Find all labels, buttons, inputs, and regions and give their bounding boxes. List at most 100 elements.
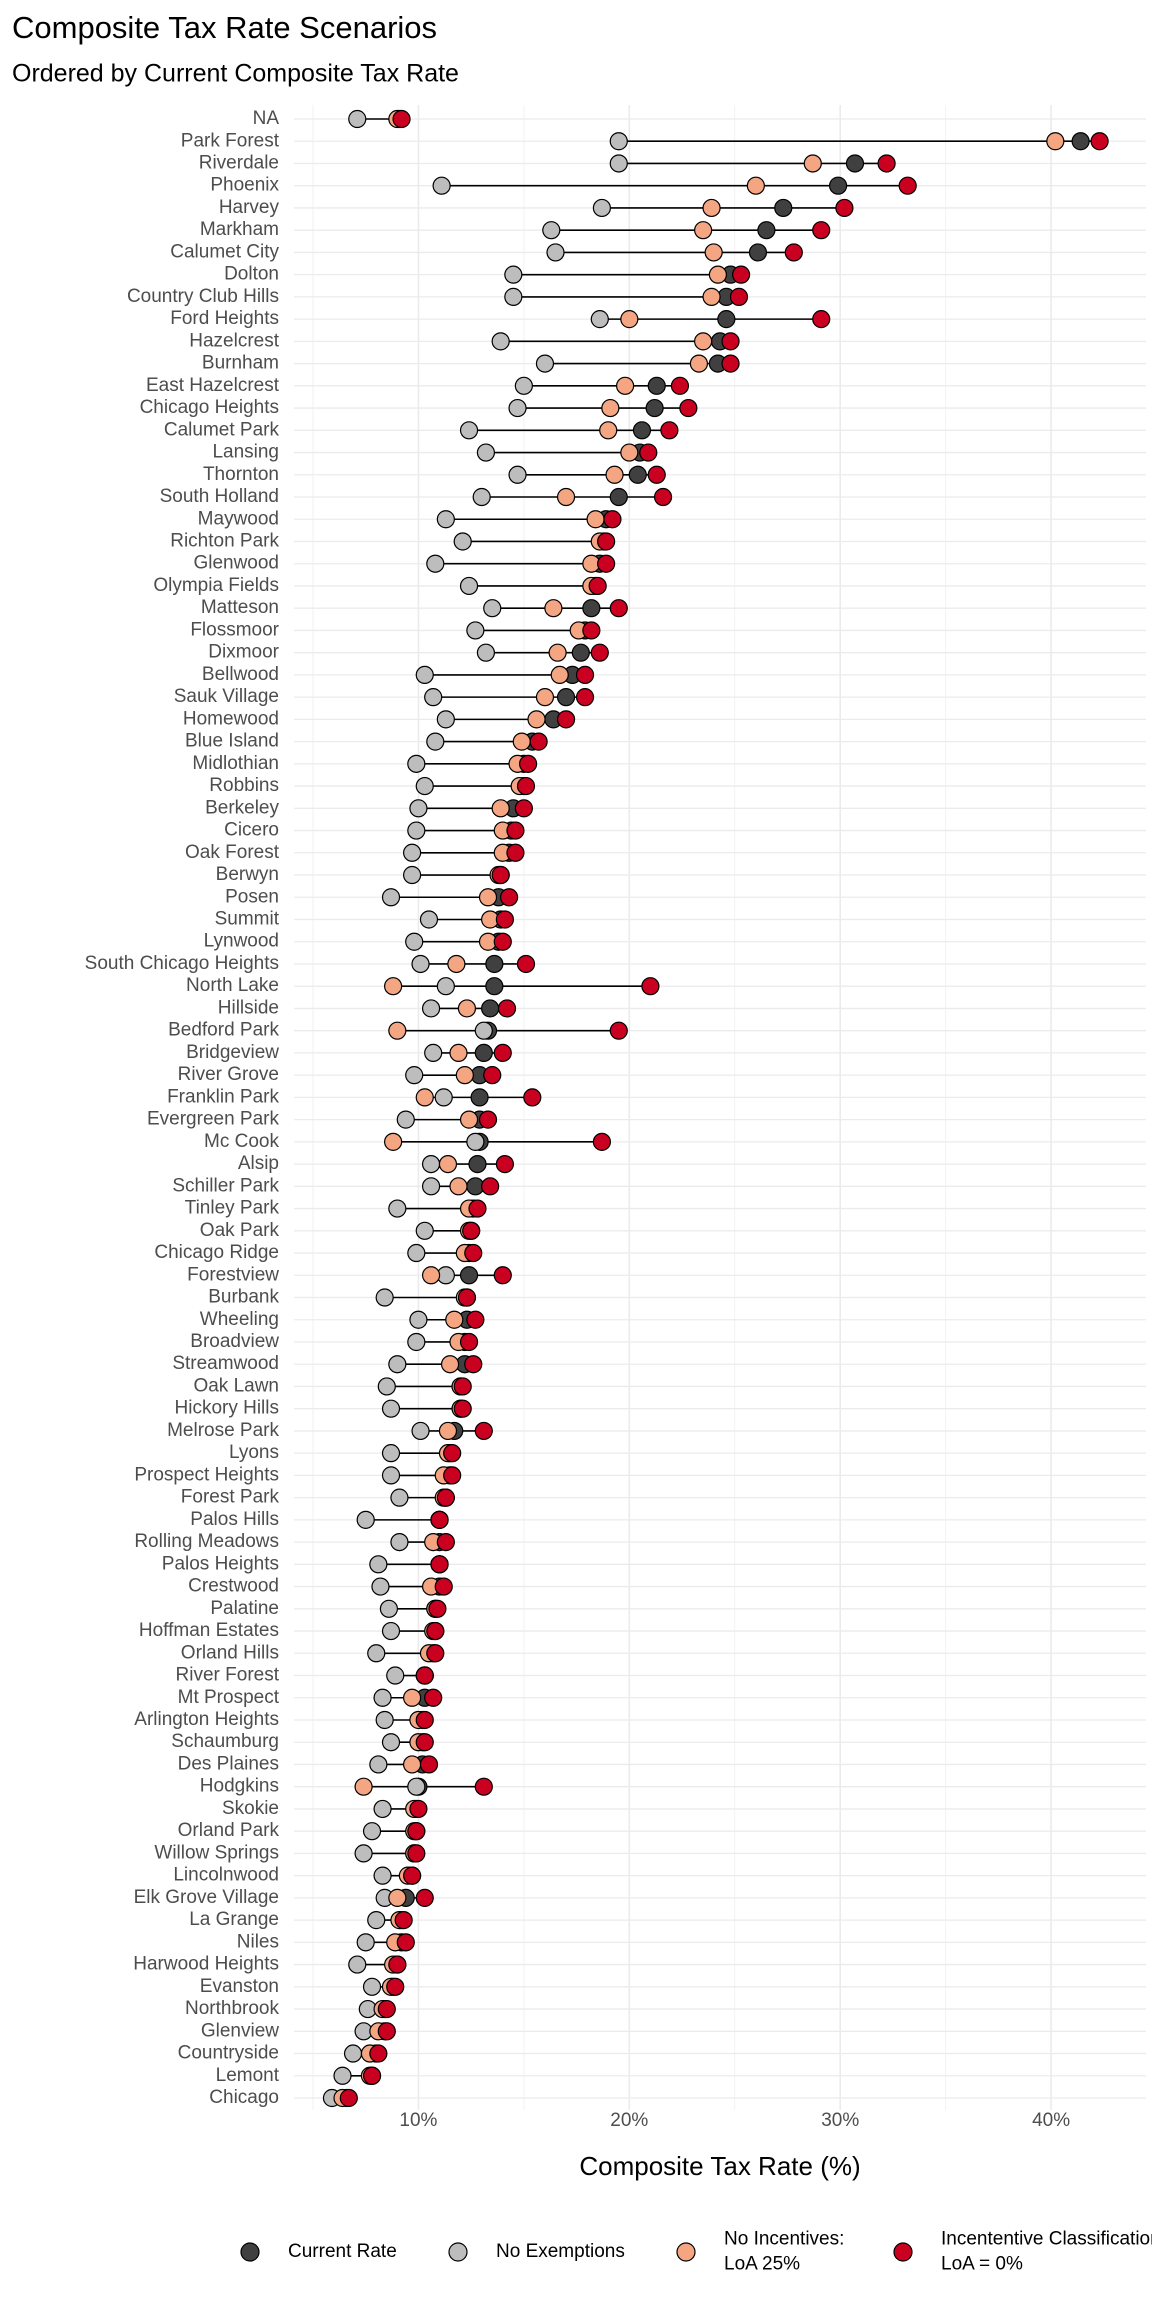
dot	[419, 910, 439, 929]
dot	[845, 154, 865, 173]
y-tick-label: Oak Lawn	[193, 1375, 279, 1396]
dot	[415, 1088, 434, 1107]
dot	[609, 599, 628, 618]
y-tick-label: Niles	[237, 1931, 279, 1952]
dot	[402, 1688, 422, 1707]
dot	[582, 599, 601, 618]
dot	[1071, 132, 1090, 151]
dot	[575, 688, 595, 707]
y-tick-label: Northbrook	[185, 1998, 279, 2019]
dot	[481, 1177, 500, 1196]
dot	[356, 1933, 375, 1952]
dot	[609, 1021, 628, 1040]
dot	[440, 1355, 460, 1374]
dot	[348, 1955, 367, 1974]
dot	[632, 421, 652, 440]
dot	[421, 1266, 441, 1285]
dot	[493, 932, 512, 951]
dot	[835, 198, 854, 218]
y-tick-label: Park Forest	[181, 130, 280, 151]
y-tick-label: Harwood Heights	[133, 1954, 279, 1975]
y-tick-label: Oak Park	[200, 1220, 280, 1241]
y-tick-label: Phoenix	[210, 175, 279, 196]
dot	[419, 1755, 439, 1774]
dot	[620, 443, 639, 462]
dot	[628, 465, 647, 484]
dot	[491, 799, 510, 818]
dot	[436, 1533, 455, 1552]
dot	[1090, 132, 1109, 151]
dot	[377, 1377, 396, 1396]
dot	[443, 1466, 462, 1485]
dot	[812, 221, 831, 240]
y-tick-label: Streamwood	[172, 1353, 279, 1374]
x-tick-label: 10%	[399, 2110, 437, 2131]
y-tick-label: Bellwood	[202, 664, 279, 685]
dot	[508, 398, 527, 418]
dot	[527, 710, 546, 729]
dot	[472, 487, 491, 507]
dot	[432, 176, 451, 195]
dot	[459, 1110, 479, 1129]
dot	[348, 109, 367, 129]
dot	[588, 576, 607, 596]
dot	[474, 1043, 493, 1063]
dot	[402, 843, 422, 862]
dot	[407, 821, 426, 840]
dot	[586, 510, 605, 529]
dot	[356, 1510, 375, 1529]
dot	[375, 1288, 394, 1307]
y-tick-label: Willow Springs	[154, 1842, 279, 1863]
y-tick-label: Oak Forest	[185, 842, 280, 863]
dot	[411, 1421, 430, 1441]
dot	[459, 1332, 479, 1352]
y-tick-label: Forestview	[187, 1264, 279, 1285]
dot	[605, 465, 624, 484]
dot	[491, 865, 510, 885]
dot	[466, 1310, 485, 1329]
y-tick-label: Mt Prospect	[178, 1687, 280, 1708]
dot	[407, 1777, 426, 1796]
y-tick-label: Chicago Heights	[140, 397, 279, 418]
y-tick-label: Chicago Ridge	[154, 1242, 279, 1263]
y-tick-label: Matteson	[201, 597, 279, 618]
dot	[660, 421, 679, 440]
dot	[599, 421, 618, 440]
dot	[483, 599, 502, 618]
y-tick-label: Melrose Park	[167, 1420, 279, 1441]
dot	[609, 487, 628, 507]
y-tick-label: Schiller Park	[172, 1175, 279, 1196]
dot	[415, 1666, 434, 1685]
dot	[523, 1088, 542, 1107]
dot	[381, 1733, 401, 1752]
dot	[453, 1377, 472, 1396]
chart-subtitle: Ordered by Current Composite Tax Rate	[12, 60, 459, 88]
dot	[430, 1510, 449, 1529]
dot	[647, 376, 666, 395]
dot	[405, 932, 424, 951]
dot	[1046, 132, 1065, 151]
legend-label: Incententive Classification: LoA = 0%	[941, 2229, 1152, 2275]
y-tick-label: Orland Hills	[181, 1642, 279, 1663]
dot	[582, 621, 601, 640]
y-tick-label: Palos Hills	[190, 1509, 279, 1530]
dot	[415, 1710, 434, 1730]
dot	[679, 398, 698, 418]
y-tick-label: Cicero	[224, 820, 279, 841]
y-tick-label: Berkeley	[205, 797, 279, 818]
dot	[455, 1066, 474, 1085]
dot	[535, 354, 555, 373]
y-tick-label: NA	[253, 108, 280, 129]
dot	[421, 1177, 441, 1196]
y-tick-label: Countryside	[178, 2043, 279, 2064]
y-tick-label: Hodgkins	[200, 1776, 279, 1797]
dot	[556, 487, 576, 507]
legend-label: No Incentives: LoA 25%	[724, 2229, 844, 2275]
y-tick-label: Harvey	[219, 197, 280, 218]
legend-swatch	[676, 2242, 696, 2262]
dot	[590, 310, 609, 329]
y-tick-label: Calumet City	[170, 241, 279, 262]
dot	[459, 576, 479, 596]
dot	[409, 799, 428, 818]
dot	[333, 2066, 352, 2085]
